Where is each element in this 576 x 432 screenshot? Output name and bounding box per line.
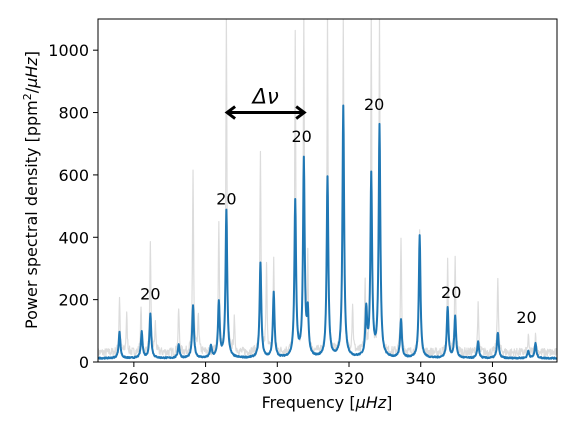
plot-frame (97, 18, 558, 363)
y-tick-label: 0 (79, 353, 89, 372)
mode-label: 20 (140, 285, 160, 304)
y-tick-label: 800 (58, 104, 89, 123)
y-tick-label: 200 (58, 291, 89, 310)
x-tick-label: 340 (405, 369, 436, 388)
y-tick-label: 400 (58, 228, 89, 247)
x-tick-label: 300 (262, 369, 293, 388)
mode-label: 20 (516, 308, 536, 327)
y-tick-label: 1000 (48, 41, 89, 60)
axes-layer: 260 280 300 320 340 360 0 200 400 600 800 1000 (48, 41, 507, 388)
raw-spectrum-line (98, 19, 557, 358)
y-tick-label: 600 (58, 166, 89, 185)
mode-label: 20 (364, 95, 384, 114)
x-tick-label: 280 (190, 369, 221, 388)
delta-nu-arrowhead-right (295, 105, 307, 120)
annotation-layer: 20 20 20 20 20 20 Δν (140, 85, 537, 327)
x-tick-label: 260 (119, 369, 150, 388)
y-axis-label: Power spectral density [ppm2/μHz] (21, 51, 42, 329)
series-layer (98, 19, 557, 360)
smoothed-spectrum-line (98, 104, 557, 360)
delta-nu-label: Δν (251, 85, 279, 109)
x-axis-label: Frequency [μHz] (262, 393, 393, 412)
mode-label: 20 (216, 190, 236, 209)
x-tick-label: 360 (477, 369, 508, 388)
delta-nu-arrowhead-left (224, 105, 236, 120)
x-tick-label: 320 (334, 369, 365, 388)
mode-label: 20 (292, 127, 312, 146)
mode-label: 20 (441, 283, 461, 302)
